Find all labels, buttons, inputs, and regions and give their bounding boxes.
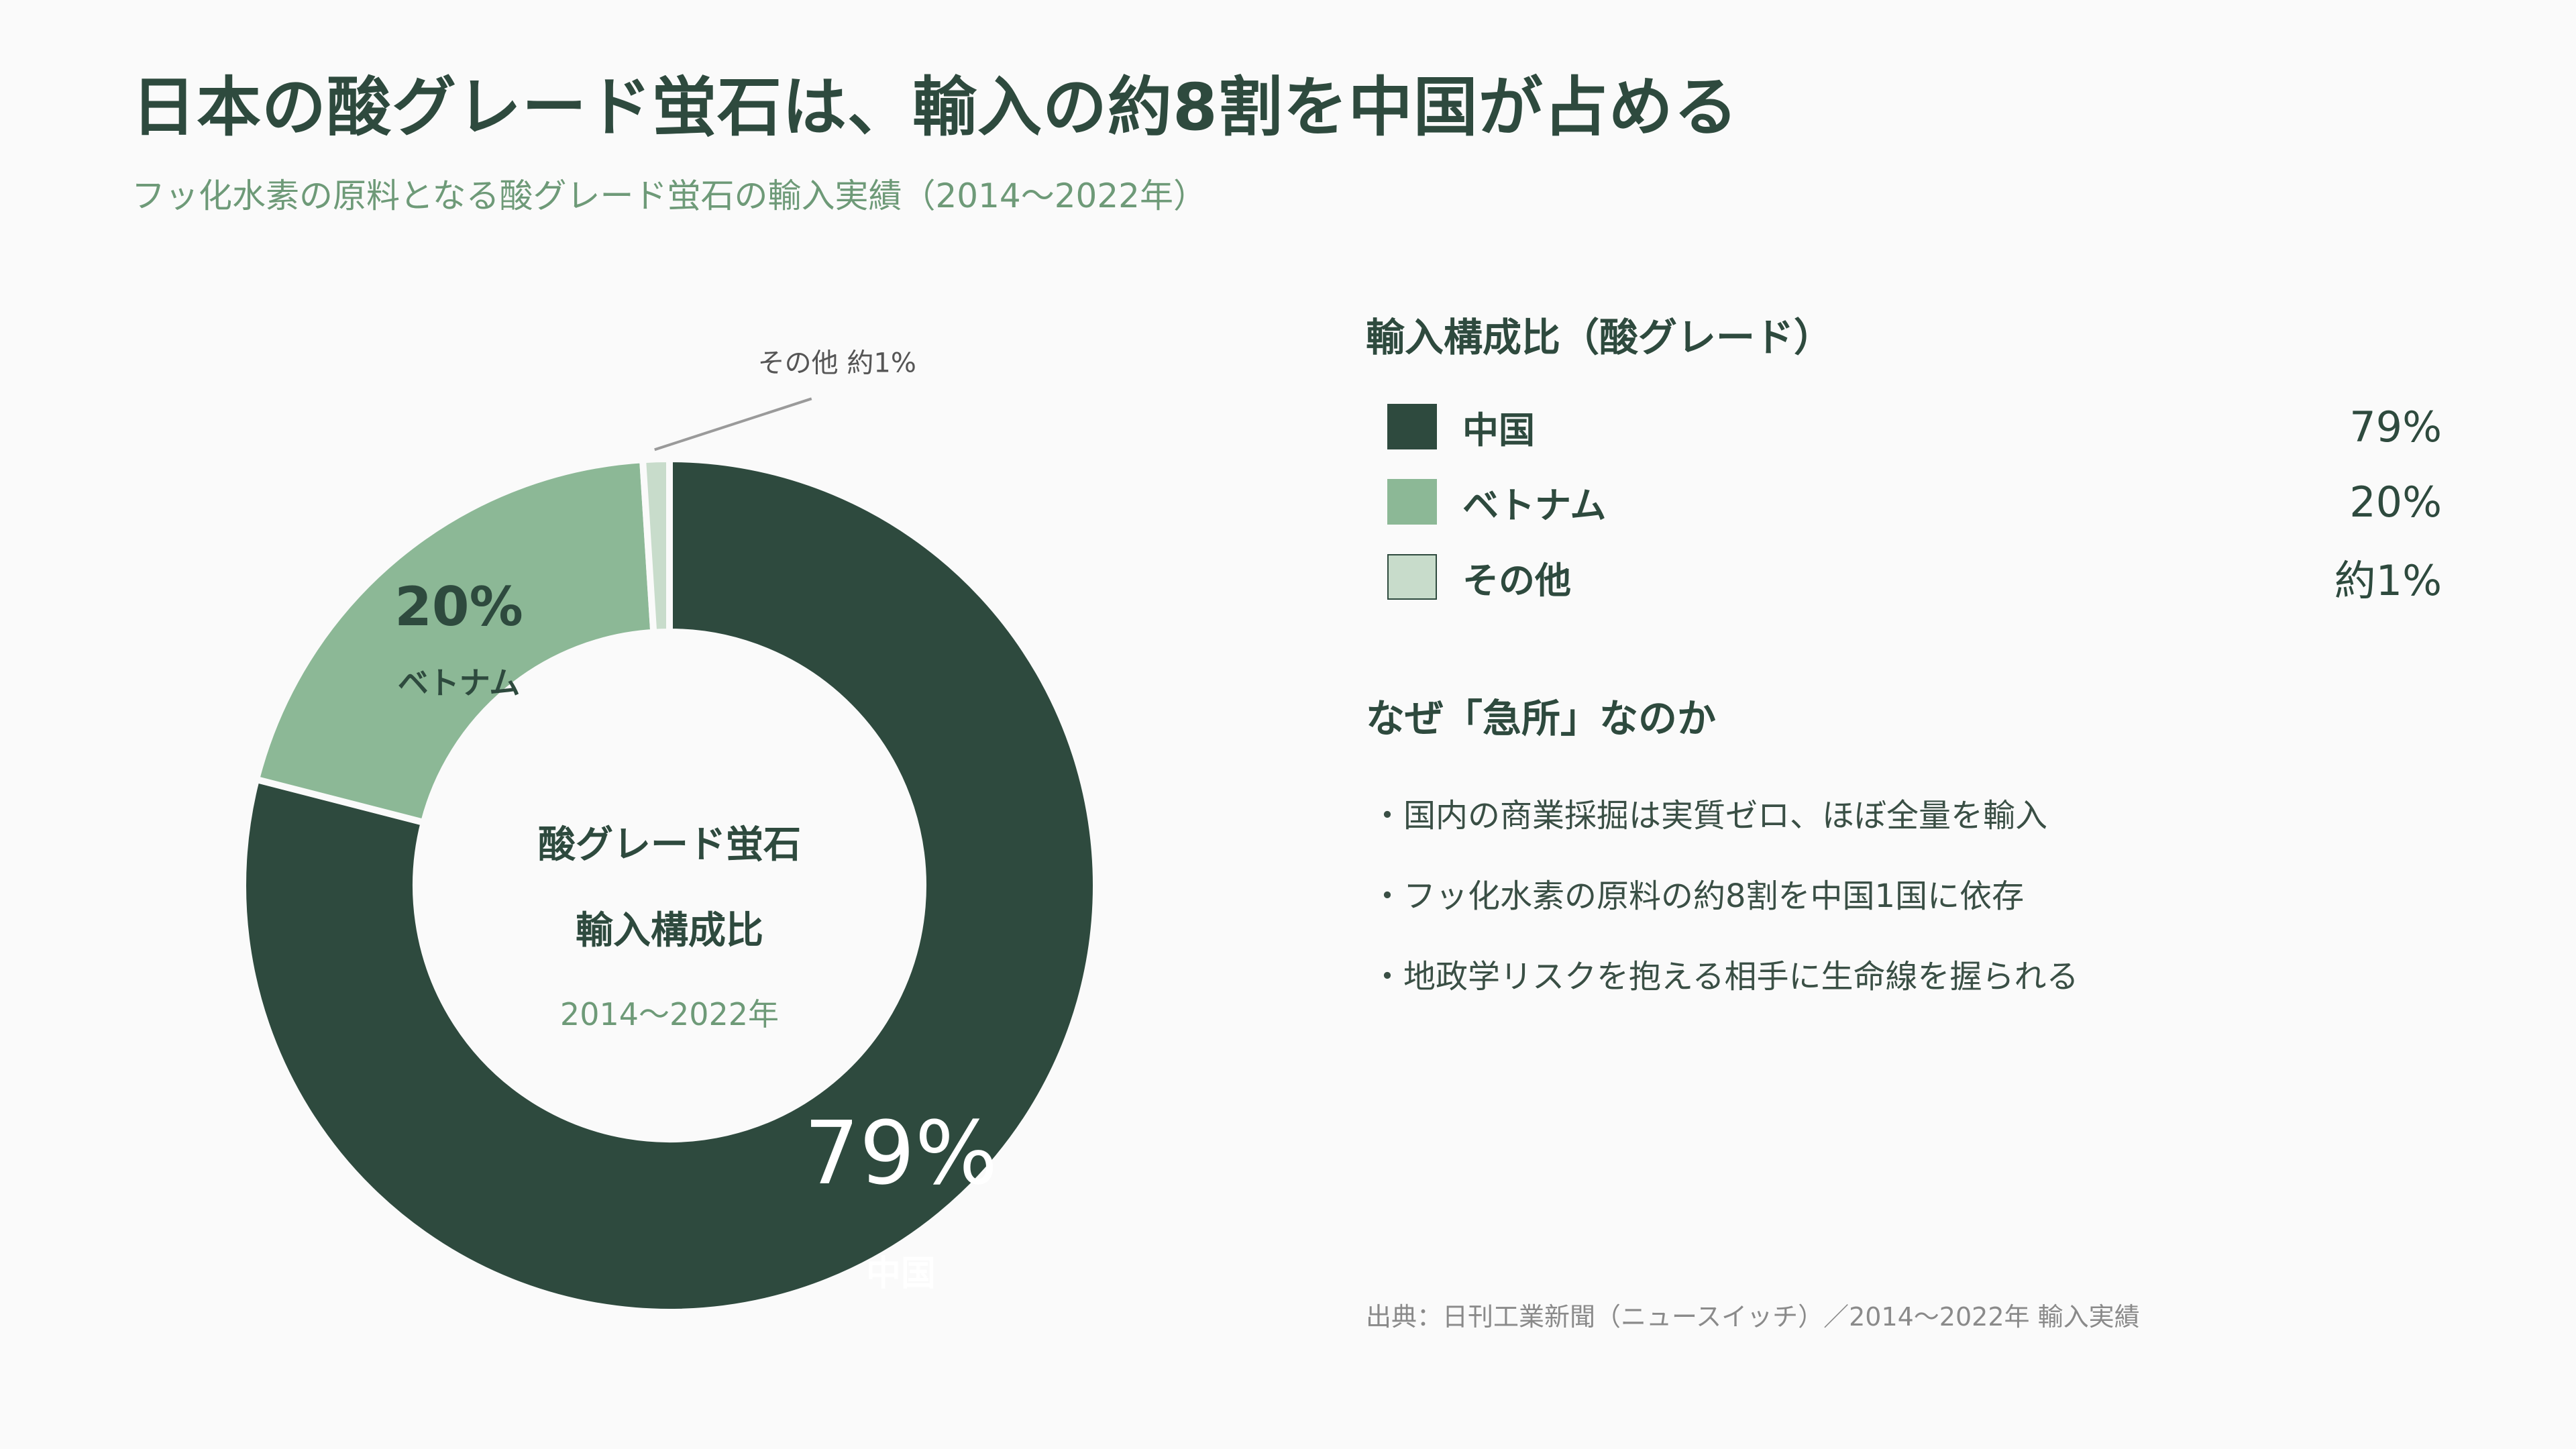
- donut-slice-1: [252, 455, 657, 827]
- center-subtitle: 輸入構成比: [576, 909, 763, 953]
- donut-slice-2: [639, 455, 673, 637]
- legend-label: ベトナム: [1462, 484, 1607, 527]
- legend-item-other: その他 約1%: [1387, 550, 2442, 605]
- slice-name-china: 中国: [866, 1254, 936, 1294]
- legend-title: 輸入構成比（酸グレード）: [1366, 315, 1833, 360]
- source-note: 出典：日刊工業新聞（ニュースイッチ）／2014〜2022年 輸入実績: [1366, 1302, 2140, 1332]
- legend-value: 20%: [2349, 477, 2442, 527]
- callout-line-other: [654, 397, 812, 451]
- slice-name-vietnam: ベトナム: [398, 665, 521, 701]
- why-title: なぜ「急所」なのか: [1366, 696, 1717, 741]
- why-item: ・地政学リスクを抱える相手に生命線を握られる: [1371, 958, 2079, 996]
- page-title: 日本の酸グレード蛍石は、輸入の約8割を中国が占める: [131, 70, 1739, 145]
- legend-label: その他: [1462, 559, 1571, 602]
- legend-item-china: 中国 79%: [1387, 400, 2442, 453]
- page-subtitle: フッ化水素の原料となる酸グレード蛍石の輸入実績（2014〜2022年）: [131, 176, 1207, 215]
- why-item: ・フッ化水素の原料の約8割を中国1国に依存: [1371, 877, 2025, 915]
- legend-swatch-china: [1387, 404, 1437, 449]
- legend-value: 約1%: [2334, 556, 2442, 605]
- legend-item-vietnam: ベトナム 20%: [1387, 475, 2442, 529]
- legend-label: 中国: [1462, 409, 1535, 451]
- legend-value: 79%: [2349, 402, 2442, 451]
- slice-value-china: 79%: [804, 1102, 998, 1204]
- slice-value-vietnam: 20%: [394, 576, 523, 638]
- legend-swatch-vietnam: [1387, 479, 1437, 525]
- slice-label-other: その他 約1%: [758, 347, 916, 378]
- legend-swatch-other: [1387, 554, 1437, 600]
- center-period: 2014〜2022年: [560, 996, 779, 1032]
- center-title: 酸グレード蛍石: [538, 823, 801, 867]
- donut-slice-0: [239, 455, 1099, 1316]
- why-item: ・国内の商業採掘は実質ゼロ、ほぼ全量を輸入: [1371, 797, 2048, 835]
